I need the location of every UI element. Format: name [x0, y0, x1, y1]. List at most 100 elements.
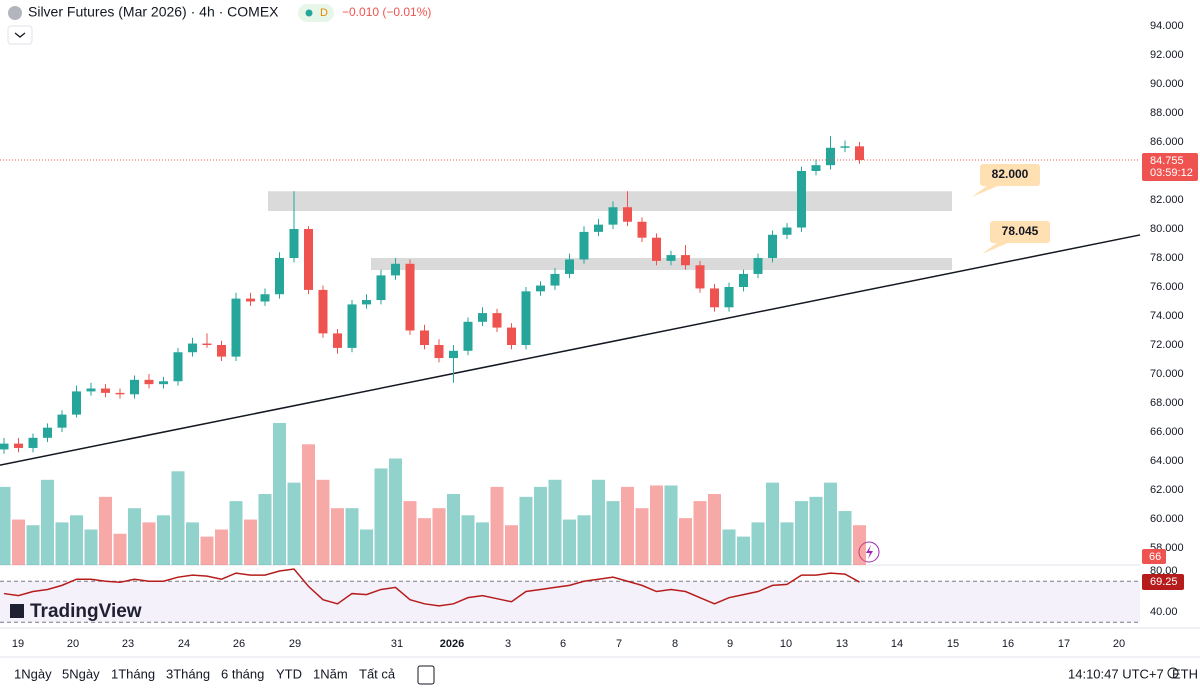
y-tick-label: 68.000 [1150, 397, 1184, 409]
rsi-line [3, 568, 860, 607]
y-tick-label: 74.000 [1150, 310, 1184, 322]
volume-bar [26, 525, 40, 565]
date-range-icon[interactable] [417, 665, 435, 685]
candle-body [115, 392, 125, 395]
range-button[interactable]: 5Ngày [62, 666, 100, 681]
zone-label-box [990, 221, 1050, 243]
y-tick-label: 82.000 [1150, 194, 1184, 206]
lightning-icon [866, 545, 873, 559]
volume-bar [795, 501, 808, 565]
volume-bar [70, 515, 83, 565]
x-tick-label: 14 [891, 638, 903, 650]
candle-body [14, 443, 23, 448]
x-tick-label: 16 [1002, 638, 1014, 650]
volume-bar [403, 501, 417, 565]
symbol-icon [8, 6, 22, 20]
volume-bar [244, 519, 257, 565]
volume-bar [621, 486, 634, 565]
y-tick-label: 88.000 [1150, 107, 1184, 119]
volume-bar [780, 522, 794, 565]
candle-body [463, 321, 473, 351]
settings-icon[interactable] [1167, 667, 1179, 679]
volume-bar [505, 525, 518, 565]
candle-body [739, 273, 748, 287]
candle-body [434, 345, 444, 359]
volume-bar [824, 482, 837, 565]
range-button[interactable]: YTD [276, 666, 302, 681]
x-tick-label: 20 [67, 638, 79, 650]
candle-body [86, 388, 96, 392]
volume-bar [809, 496, 823, 565]
x-tick-label: 9 [727, 638, 733, 650]
volume-bar [650, 485, 663, 565]
candle-body [101, 388, 110, 393]
volume-bar [113, 533, 127, 565]
candle-body [579, 231, 589, 260]
candle-body [420, 330, 429, 346]
volume-bar [302, 444, 315, 565]
y-tick-label: 94.000 [1150, 20, 1184, 32]
zone-label-box [980, 164, 1040, 186]
label-pointer [972, 185, 1000, 197]
volume-bar [461, 515, 475, 565]
candle-body [246, 298, 255, 302]
volume-bar [737, 536, 750, 565]
volume-bar [447, 494, 460, 565]
candle-body [260, 294, 270, 302]
symbol-title: Silver Futures (Mar 2026) · 4h · COMEX [28, 4, 279, 20]
volume-bar [316, 479, 330, 565]
last-price-label: 84.755 [1150, 155, 1184, 167]
volume-bar [853, 525, 866, 565]
zone-label: 78.045 [1002, 224, 1039, 238]
candle-body [565, 259, 574, 274]
x-tick-label: 19 [12, 638, 24, 650]
candle-body [130, 379, 139, 395]
volume-bar [142, 522, 156, 565]
range-button[interactable]: 6 tháng [221, 666, 264, 681]
range-button[interactable]: 3Tháng [166, 666, 210, 681]
volume-bar [534, 486, 547, 565]
y-tick-label: 90.000 [1150, 78, 1184, 90]
y-tick-label: 70.000 [1150, 368, 1184, 380]
range-button[interactable]: 1Tháng [111, 666, 155, 681]
candle-body [449, 350, 458, 359]
candle-body [362, 300, 371, 305]
range-button[interactable]: Tất cả [359, 666, 396, 681]
candle-body [768, 234, 777, 258]
volume-bar [592, 479, 605, 565]
label-pointer [982, 242, 1010, 254]
last-price-badge [1142, 153, 1198, 182]
volume-bar [273, 423, 286, 565]
volume-bar [606, 501, 620, 565]
candle-body [797, 170, 806, 228]
rsi-band [0, 581, 1140, 623]
y-tick-label: 60.000 [1150, 513, 1184, 525]
candle-body [57, 414, 67, 428]
x-tick-label: 24 [178, 638, 190, 650]
x-tick-label: 8 [672, 638, 678, 650]
candle-body [231, 298, 241, 357]
y-tick-label: 78.000 [1150, 252, 1184, 264]
volume-bar [708, 494, 721, 565]
candle-body [376, 275, 386, 301]
candle-body [0, 443, 9, 450]
rsi-tick-label: 80.00 [1150, 565, 1178, 577]
range-button[interactable]: 1Năm [313, 666, 348, 681]
volume-bar [563, 519, 576, 565]
x-tick-label: 13 [836, 638, 848, 650]
collapse-button[interactable] [7, 25, 33, 45]
candle-body [521, 291, 531, 346]
candle-body [608, 207, 618, 225]
x-tick-label: 31 [391, 638, 403, 650]
volume-bar [171, 471, 185, 565]
zone-label: 82.000 [992, 167, 1029, 181]
x-tick-label: 23 [122, 638, 134, 650]
range-button[interactable]: 1Ngày [14, 666, 52, 681]
candle-body [666, 255, 676, 261]
session-button[interactable]: ETH [1172, 666, 1198, 681]
candle-body [405, 263, 415, 331]
volume-bar [635, 508, 649, 565]
y-tick-label: 86.000 [1150, 136, 1184, 148]
volume-bar [12, 519, 25, 565]
